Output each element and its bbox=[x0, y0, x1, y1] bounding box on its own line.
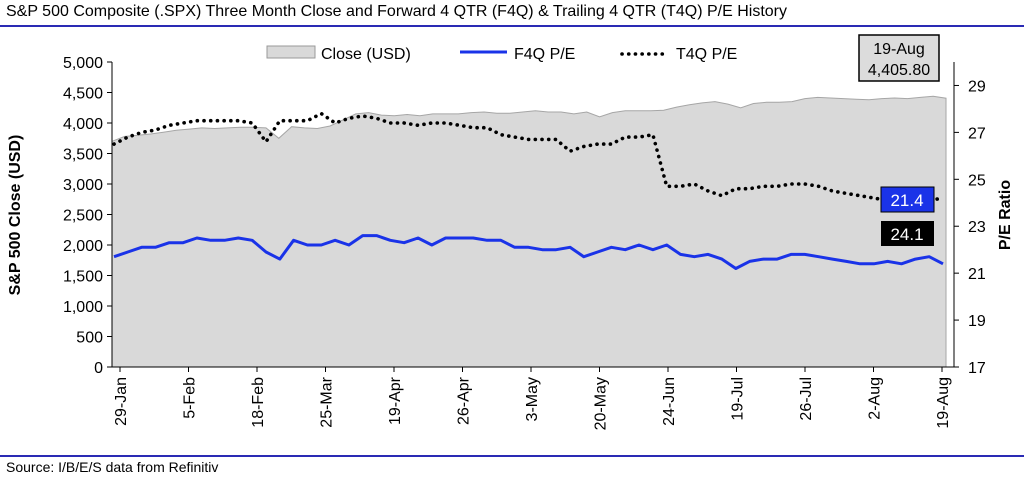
legend-label-f4q: F4Q P/E bbox=[514, 46, 575, 63]
left-tick-label: 5,000 bbox=[63, 55, 103, 72]
x-tick-label: 26-Apr bbox=[456, 376, 473, 425]
left-tick-label: 3,000 bbox=[63, 177, 103, 194]
left-tick-label: 2,000 bbox=[63, 238, 103, 255]
left-tick-label: 4,500 bbox=[63, 86, 103, 103]
x-tick-label: 2-Aug bbox=[867, 377, 884, 420]
right-tick-label: 17 bbox=[968, 360, 986, 377]
x-tick-label: 20-May bbox=[593, 377, 610, 430]
x-tick-label: 29-Jan bbox=[113, 377, 130, 426]
right-tick-label: 25 bbox=[968, 172, 986, 189]
right-tick-label: 19 bbox=[968, 313, 986, 330]
right-axis-title: P/E Ratio bbox=[997, 180, 1014, 250]
pe-lines-layer bbox=[112, 111, 945, 270]
x-tick-label: 18-Feb bbox=[250, 377, 267, 428]
x-tick-label: 25-Mar bbox=[319, 376, 336, 427]
t4q-pe-series bbox=[112, 111, 945, 203]
axes-layer: 0 500 1,000 1,500 2,000 2,500 3,000 3,500 4,000 4… bbox=[7, 55, 1014, 430]
f4q-callout-value: 21.4 bbox=[890, 191, 923, 210]
legend-label-t4q: T4Q P/E bbox=[676, 46, 737, 63]
callouts-layer: 19-Aug 4,405.80 21.4 24.1 bbox=[858, 34, 940, 246]
page-title: S&P 500 Composite (.SPX) Three Month Clo… bbox=[6, 3, 787, 20]
source-rule bbox=[0, 455, 1024, 457]
close-callout-box bbox=[858, 34, 940, 82]
f4q-pe-series bbox=[113, 234, 944, 270]
left-tick-label: 1,500 bbox=[63, 269, 103, 286]
close-area-series bbox=[111, 95, 947, 368]
x-tick-label: 19-Jul bbox=[730, 377, 747, 421]
left-tick-label: 0 bbox=[94, 360, 103, 377]
t4q-callout-value: 24.1 bbox=[890, 225, 923, 244]
close-callout-date: 19-Aug bbox=[873, 41, 925, 58]
right-tick-label: 29 bbox=[968, 78, 986, 95]
left-tick-label: 3,500 bbox=[63, 147, 103, 164]
x-tick-label: 19-Aug bbox=[935, 377, 952, 429]
right-tick-label: 27 bbox=[968, 125, 986, 142]
right-tick-label: 21 bbox=[968, 266, 986, 283]
x-tick-label: 5-Feb bbox=[182, 377, 199, 419]
f4q-callout-box bbox=[880, 186, 935, 213]
left-tick-label: 4,000 bbox=[63, 116, 103, 133]
title-rule bbox=[0, 25, 1024, 27]
left-axis-title: S&P 500 Close (USD) bbox=[7, 135, 24, 296]
x-tick-label: 26-Jul bbox=[798, 377, 815, 421]
legend-swatch-close bbox=[266, 45, 316, 59]
legend: Close (USD) F4Q P/E T4Q P/E bbox=[266, 45, 737, 63]
left-tick-label: 500 bbox=[76, 330, 103, 347]
x-tick-label: 3-May bbox=[524, 377, 541, 421]
right-tick-label: 23 bbox=[968, 219, 986, 236]
left-tick-label: 1,000 bbox=[63, 299, 103, 316]
x-tick-label: 19-Apr bbox=[387, 376, 404, 425]
x-tick-label: 24-Jun bbox=[661, 377, 678, 426]
close-area-layer bbox=[111, 95, 947, 368]
legend-label-close: Close (USD) bbox=[321, 46, 411, 63]
t4q-callout-box bbox=[881, 221, 934, 246]
source-note: Source: I/B/E/S data from Refinitiv bbox=[6, 459, 219, 475]
left-tick-label: 2,500 bbox=[63, 208, 103, 225]
close-callout-value: 4,405.80 bbox=[868, 62, 930, 79]
